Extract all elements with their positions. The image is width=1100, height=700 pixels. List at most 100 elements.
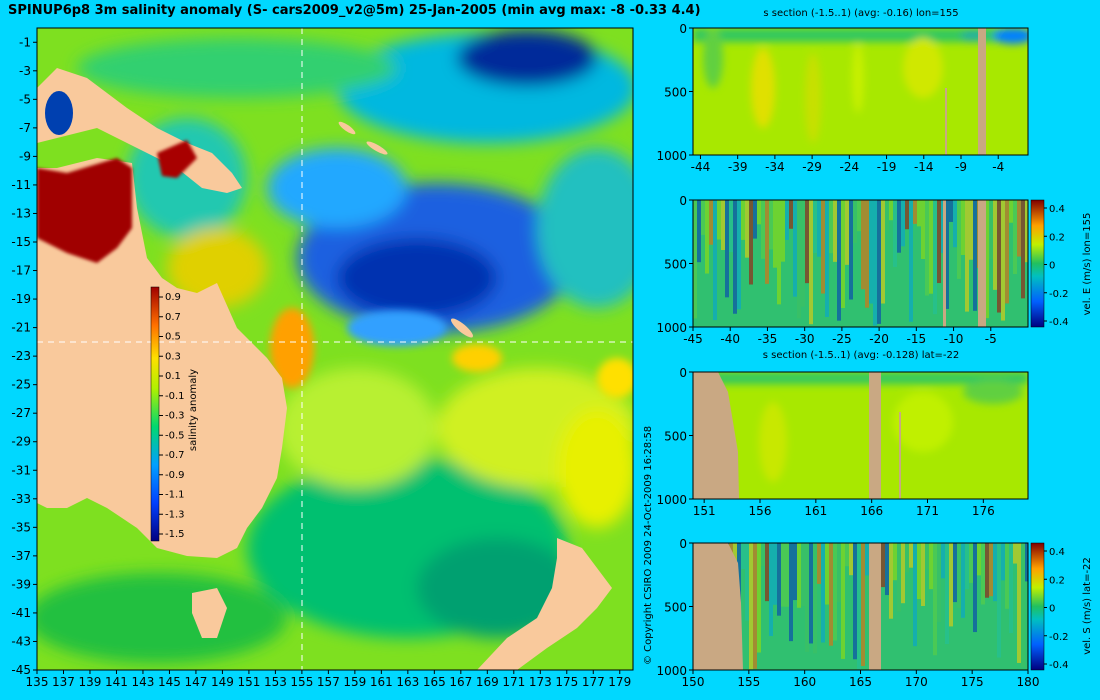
velocity-stripe [829, 200, 833, 254]
section-x-tick-label: 170 [905, 675, 928, 689]
section-y-tick-label: 500 [664, 601, 687, 615]
section-y-tick-label: 0 [679, 22, 687, 36]
velocity-stripe [741, 200, 745, 240]
velocity-stripe [1017, 543, 1021, 663]
velocity-stripe [861, 543, 865, 667]
velocity-colorbar-tick-label: 0.2 [1049, 232, 1065, 243]
section-panel-4: vel. S (m/s) lat=-22 150 155 160 165 170 175 1… [656, 537, 1093, 689]
map-x-tick-label: 153 [264, 675, 287, 689]
velocity-stripe [993, 543, 997, 602]
velocity-stripe [737, 200, 741, 310]
velocity-stripe [841, 543, 845, 659]
velocity-stripe [909, 543, 913, 568]
map-x-tick-label: 141 [105, 675, 128, 689]
velocity-stripe [881, 200, 885, 304]
velocity-stripe [753, 200, 757, 239]
section-x-tick-label: -35 [758, 332, 778, 346]
map-x-tick-label: 137 [52, 675, 75, 689]
map-y-tick-label: -17 [11, 264, 31, 278]
velocity-stripe [893, 543, 897, 581]
velocity-stripe [837, 200, 841, 321]
map-x-tick-label: 147 [184, 675, 207, 689]
velocity-stripe [733, 200, 737, 314]
velocity-stripe [881, 543, 885, 588]
velocity-stripe [833, 200, 837, 262]
velocity-stripe [989, 543, 993, 597]
velocity-stripe [969, 200, 973, 260]
map-y-tick-label: -5 [19, 92, 31, 106]
velocity-stripe [1005, 543, 1009, 609]
section-x-tick-label: 156 [749, 504, 772, 518]
velocity-colorbar-tick-label: 0 [1049, 261, 1055, 272]
velocity-south-label: vel. S (m/s) lat=-22 [1082, 557, 1093, 655]
velocity-stripe [765, 543, 769, 602]
velocity-stripe [997, 200, 1001, 313]
velocity-colorbar-tick-label: 0 [1049, 604, 1055, 615]
map-x-tick-label: 169 [476, 675, 499, 689]
velocity-stripe [845, 543, 849, 567]
velocity-stripe [857, 543, 861, 670]
velocity-stripe [781, 200, 785, 262]
section-x-tick-label: -40 [720, 332, 740, 346]
velocity-stripe [817, 543, 821, 584]
velocity-stripe [953, 543, 957, 603]
velocity-stripe [997, 543, 1001, 658]
colorbar-label: salinity anomaly [188, 369, 199, 451]
velocity-stripe [717, 200, 721, 240]
map-x-tick-label: 167 [449, 675, 472, 689]
velocity-stripe [853, 543, 857, 660]
section-x-tick-label: -5 [985, 332, 997, 346]
section-x-tick-label: -15 [907, 332, 927, 346]
section-y-tick-label: 0 [679, 194, 687, 208]
velocity-stripe [969, 543, 973, 583]
velocity-stripe [905, 543, 909, 573]
section-x-tick-label: 180 [1017, 675, 1040, 689]
velocity-stripe [793, 543, 797, 601]
velocity-colorbar-tick-label: -0.4 [1049, 660, 1069, 671]
velocity-colorbar-tick-label: 0.4 [1049, 547, 1065, 558]
map-x-tick-label: 157 [317, 675, 340, 689]
velocity-stripe [757, 543, 761, 653]
velocity-stripe [769, 543, 773, 637]
velocity-stripe [773, 200, 777, 268]
section-x-tick-label: -20 [869, 332, 889, 346]
velocity-stripe [929, 543, 933, 590]
velocity-stripe [837, 543, 841, 603]
velocity-stripe [1017, 200, 1021, 257]
velocity-stripe [849, 543, 853, 576]
velocity-stripe [917, 200, 921, 227]
velocity-stripe [1013, 543, 1017, 564]
map-x-tick-label: 159 [343, 675, 366, 689]
colorbar-tick-label: -0.9 [165, 470, 185, 481]
section-x-tick-label: 155 [737, 675, 760, 689]
section-y-tick-label: 0 [679, 366, 687, 380]
section-y-tick-label: 500 [664, 86, 687, 100]
velocity-stripe [773, 543, 777, 605]
velocity-stripe [941, 543, 945, 579]
section-x-tick-label: 165 [849, 675, 872, 689]
velocity-colorbar-tick-label: -0.2 [1049, 289, 1069, 300]
section-y-tick-label: 500 [664, 258, 687, 272]
velocity-stripe [745, 543, 749, 621]
velocity-stripe [949, 200, 953, 222]
velocity-stripe [705, 200, 709, 274]
map-y-tick-label: -7 [19, 121, 31, 135]
section-x-tick-label: -34 [765, 160, 785, 174]
section-x-tick-label: -39 [728, 160, 748, 174]
section-x-tick-label: -10 [944, 332, 964, 346]
salinity-map: 135 137 139 141 143 145 147 149 151 153 155 157 159 1… [11, 27, 634, 689]
velocity-stripe [985, 543, 989, 598]
velocity-stripe [1009, 200, 1013, 223]
velocity-stripe [965, 543, 969, 590]
velocity-stripe [973, 543, 977, 633]
map-y-tick-label: -37 [11, 549, 31, 563]
section-panel-2: vel. E (m/s) lon=155 -45 -40 -35 -30 -25 -20 -… [656, 194, 1093, 346]
section-y-tick-label: 1000 [656, 321, 687, 335]
map-y-tick-label: -27 [11, 406, 31, 420]
velocity-stripe [873, 200, 877, 326]
section-x-tick-label: -14 [914, 160, 934, 174]
velocity-stripe [753, 543, 757, 669]
section-x-tick-label: -24 [840, 160, 860, 174]
velocity-stripe [825, 200, 829, 317]
velocity-stripe [1025, 543, 1028, 582]
